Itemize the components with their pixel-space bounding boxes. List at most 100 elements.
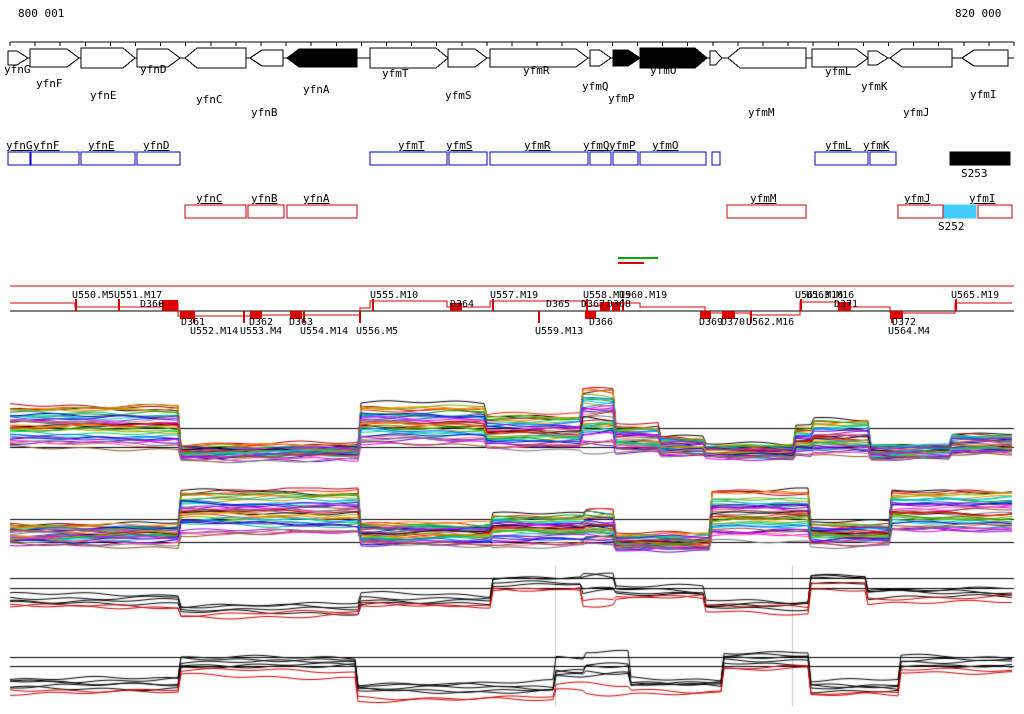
gene-arrow-yfnD[interactable] bbox=[136, 48, 181, 68]
gene-arrow-yfnC[interactable] bbox=[184, 47, 247, 69]
tu-box-blue-2[interactable] bbox=[80, 151, 136, 166]
gene-arrow-yfmM[interactable] bbox=[727, 47, 807, 69]
shift-down-flag bbox=[538, 311, 540, 323]
segment-box-S253[interactable] bbox=[949, 151, 1011, 166]
shift-label-U551.M17: U551.M17 bbox=[114, 290, 163, 301]
gene-arrow-unnamed[interactable] bbox=[709, 50, 723, 66]
tu-label-yfmQ[interactable]: yfmQ bbox=[583, 139, 610, 152]
gene-arrow-yfmJ[interactable] bbox=[889, 48, 953, 68]
shift-up-flag bbox=[586, 299, 588, 311]
shift-label-D363: D363 bbox=[289, 317, 314, 328]
gene-label-yfnE: yfnE bbox=[90, 89, 117, 102]
tu-label-yfmL[interactable]: yfmL bbox=[825, 139, 852, 152]
gene-arrow-yfmS[interactable] bbox=[447, 48, 488, 68]
tu-box-blue-1[interactable] bbox=[30, 151, 80, 166]
gene-arrow-yfmI[interactable] bbox=[961, 49, 1009, 67]
shift-label-D360: D360 bbox=[140, 299, 165, 310]
gene-label-yfnC: yfnC bbox=[196, 93, 223, 106]
shift-down-flag bbox=[303, 311, 305, 323]
shift-down-flag bbox=[359, 311, 361, 323]
tu-box-blue-5[interactable] bbox=[448, 151, 488, 166]
shift-mark bbox=[722, 311, 735, 319]
tu-label-yfmO[interactable]: yfmO bbox=[652, 139, 679, 152]
shift-label-U565.M19: U565.M19 bbox=[951, 290, 1000, 301]
shift-label-D370: D370 bbox=[721, 317, 746, 328]
tu-label-yfmJ[interactable]: yfmJ bbox=[904, 192, 931, 205]
shift-down-flag bbox=[750, 311, 752, 323]
gene-label-yfmS: yfmS bbox=[445, 89, 472, 102]
red-segment-mark bbox=[618, 262, 644, 264]
tu-label-yfnB[interactable]: yfnB bbox=[251, 192, 278, 205]
gene-label-yfmJ: yfmJ bbox=[903, 106, 930, 119]
tu-box-red-2[interactable] bbox=[286, 204, 358, 219]
tu-label-yfmK[interactable]: yfmK bbox=[863, 139, 890, 152]
shift-up-flag bbox=[118, 299, 120, 311]
gene-label-yfmM: yfmM bbox=[748, 106, 775, 119]
tu-label-yfnF[interactable]: yfnF bbox=[33, 139, 60, 152]
gene-arrow-yfmO[interactable] bbox=[639, 47, 708, 69]
gene-arrow-yfmP[interactable] bbox=[612, 49, 641, 67]
shift-up-flag bbox=[955, 299, 957, 311]
gene-label-yfmP: yfmP bbox=[608, 92, 635, 105]
tu-box-red-0[interactable] bbox=[184, 204, 247, 219]
tu-label-yfmR[interactable]: yfmR bbox=[524, 139, 551, 152]
tu-box-blue-4[interactable] bbox=[369, 151, 448, 166]
gene-arrow-yfmQ[interactable] bbox=[589, 49, 612, 67]
tu-box-blue-6[interactable] bbox=[489, 151, 589, 166]
shift-mark bbox=[600, 302, 610, 311]
tu-label-yfmS[interactable]: yfmS bbox=[446, 139, 473, 152]
shift-label-U557.M19: U557.M19 bbox=[490, 290, 539, 301]
gene-arrow-yfmT[interactable] bbox=[369, 47, 449, 69]
tu-box-blue-3[interactable] bbox=[136, 151, 181, 166]
segment-label-S253: S253 bbox=[961, 167, 988, 180]
gene-arrow-yfmR[interactable] bbox=[489, 48, 589, 68]
tu-box-blue-8[interactable] bbox=[612, 151, 639, 166]
tu-label-yfnD[interactable]: yfnD bbox=[143, 139, 170, 152]
shift-mark bbox=[890, 311, 903, 319]
tu-label-yfmP[interactable]: yfmP bbox=[609, 139, 636, 152]
coordinate-end-label: 820 000 bbox=[955, 7, 1002, 20]
tu-label-yfmI[interactable]: yfmI bbox=[969, 192, 996, 205]
shift-mark bbox=[180, 311, 193, 319]
tu-box-blue-12[interactable] bbox=[869, 151, 897, 166]
gene-arrow-yfmL[interactable] bbox=[811, 48, 869, 68]
shift-up-flag bbox=[800, 299, 802, 311]
gene-label-yfmL: yfmL bbox=[825, 65, 852, 78]
tu-label-yfnE[interactable]: yfnE bbox=[88, 139, 115, 152]
gene-arrow-yfnF[interactable] bbox=[29, 48, 80, 68]
shift-label-U559.M13: U559.M13 bbox=[535, 326, 584, 337]
tu-box-blue-11[interactable] bbox=[814, 151, 869, 166]
tu-box-red-5[interactable] bbox=[977, 204, 1013, 219]
tu-box-blue-10[interactable] bbox=[711, 151, 721, 166]
gene-arrow-yfmK[interactable] bbox=[867, 50, 889, 66]
shift-mark bbox=[585, 311, 596, 319]
gene-label-yfnG: yfnG bbox=[4, 63, 31, 76]
shift-up-flag bbox=[372, 299, 374, 311]
shift-label-U554.M14: U554.M14 bbox=[300, 326, 349, 337]
shift-label-D371: D371 bbox=[834, 299, 859, 310]
shift-label-U556.M5: U556.M5 bbox=[356, 326, 399, 337]
tu-label-yfmT[interactable]: yfmT bbox=[398, 139, 425, 152]
tu-box-red-4[interactable] bbox=[897, 204, 944, 219]
gene-arrow-yfnG[interactable] bbox=[7, 50, 29, 66]
shift-label-D364: D364 bbox=[450, 299, 475, 310]
tu-label-yfnG[interactable]: yfnG bbox=[6, 139, 33, 152]
shift-mark bbox=[162, 300, 178, 311]
segment-box-S252[interactable] bbox=[943, 204, 977, 219]
tu-box-red-1[interactable] bbox=[247, 204, 285, 219]
tu-box-blue-9[interactable] bbox=[639, 151, 707, 166]
tu-label-yfnC[interactable]: yfnC bbox=[196, 192, 223, 205]
gene-arrow-yfnE[interactable] bbox=[80, 47, 136, 69]
shift-down-flag bbox=[243, 311, 245, 323]
segment-label-S252: S252 bbox=[938, 220, 965, 233]
tu-box-blue-0[interactable] bbox=[7, 151, 31, 166]
tu-box-blue-7[interactable] bbox=[589, 151, 612, 166]
gene-arrow-yfnB[interactable] bbox=[249, 49, 284, 67]
shift-down-flag bbox=[891, 311, 893, 323]
tu-label-yfmM[interactable]: yfmM bbox=[750, 192, 777, 205]
tu-box-red-3[interactable] bbox=[726, 204, 807, 219]
gene-arrow-yfnA[interactable] bbox=[286, 48, 358, 68]
tu-label-yfnA[interactable]: yfnA bbox=[303, 192, 330, 205]
